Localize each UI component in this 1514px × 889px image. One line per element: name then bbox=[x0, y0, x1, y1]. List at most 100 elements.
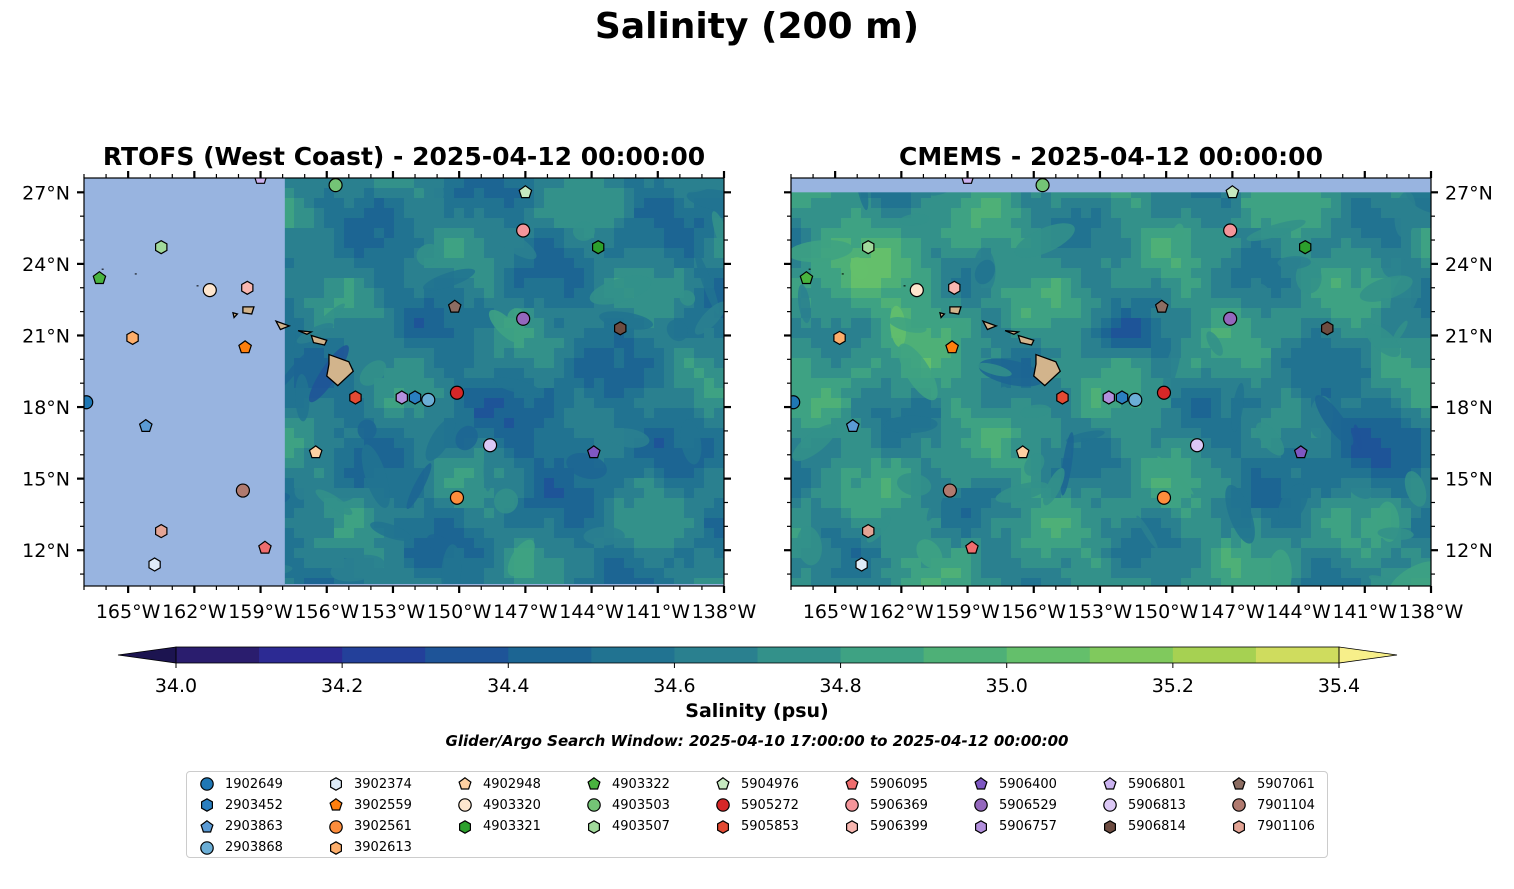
niihau bbox=[232, 311, 239, 319]
legend-item: 5906757 bbox=[973, 817, 1057, 837]
legend-item: 4903320 bbox=[457, 795, 541, 815]
float-5905272-marker bbox=[449, 385, 465, 400]
cmems-outside-domain bbox=[791, 178, 1431, 193]
legend-item: 3902559 bbox=[328, 795, 412, 815]
legend-label: 5905853 bbox=[741, 819, 799, 835]
hexagon-icon bbox=[458, 819, 471, 834]
float-2903452-marker bbox=[408, 390, 422, 405]
x-tick-label: 150°W bbox=[1134, 601, 1199, 623]
legend-marker bbox=[1103, 798, 1117, 813]
colorbar-segment bbox=[591, 647, 675, 663]
float-5906529-marker bbox=[516, 311, 531, 326]
colorbar-segment bbox=[1172, 647, 1257, 663]
figure-title: Salinity (200 m) bbox=[594, 6, 920, 47]
x-tick-label: 165°W bbox=[803, 601, 868, 623]
float-3902561-marker bbox=[1156, 490, 1172, 505]
colorbar-label: Salinity (psu) bbox=[685, 700, 829, 722]
legend-marker bbox=[974, 777, 988, 790]
y-tick-label: 21°N bbox=[1445, 325, 1493, 347]
colorbar: 34.0 34.2 34.4 34.6 34.8 35.0 35.2 35.4 bbox=[117, 646, 1398, 697]
molokai bbox=[1004, 330, 1021, 335]
y-tick-label: 18°N bbox=[1445, 397, 1493, 419]
x-tick-label: 159°W bbox=[935, 601, 1000, 623]
hexagon-icon bbox=[329, 777, 342, 791]
legend-marker bbox=[200, 798, 213, 813]
legend-label: 3902559 bbox=[354, 797, 412, 813]
float-7901104-marker bbox=[942, 483, 957, 498]
legend-item: 5906095 bbox=[844, 774, 928, 794]
float-5906801-marker bbox=[961, 178, 974, 184]
legend-label: 2903863 bbox=[225, 819, 283, 835]
islet bbox=[196, 285, 199, 287]
x-tick-label: 144°W bbox=[559, 601, 624, 623]
circle-icon bbox=[329, 819, 343, 834]
circle-icon bbox=[1232, 798, 1246, 813]
colorbar-tick-label: 34.2 bbox=[321, 675, 363, 697]
legend-label: 3902613 bbox=[354, 840, 412, 856]
legend-item: 3902561 bbox=[328, 817, 412, 837]
hexagon-icon bbox=[329, 840, 342, 855]
float-5906813-marker bbox=[482, 438, 498, 453]
hexagon-icon bbox=[845, 819, 858, 834]
circle-icon bbox=[1103, 798, 1117, 813]
hawaii-island bbox=[1033, 353, 1062, 387]
legend-item: 5905272 bbox=[715, 795, 799, 815]
legend-marker bbox=[845, 777, 859, 790]
float-4903320-marker bbox=[202, 283, 217, 298]
circle-icon bbox=[200, 777, 214, 791]
rtofs-map: 165°W 162°W 159°W 156°W 153°W 150°W 147°W 144°W… bbox=[22, 171, 756, 623]
colorbar-segment bbox=[259, 647, 343, 663]
float-5906095-marker bbox=[258, 540, 272, 554]
oahu bbox=[274, 319, 292, 331]
float-5906757-marker bbox=[1102, 390, 1116, 405]
colorbar-tick-label: 34.4 bbox=[487, 675, 529, 697]
colorbar-segment bbox=[757, 647, 842, 663]
legend-item: 5907061 bbox=[1231, 774, 1315, 794]
legend-item: 4903503 bbox=[586, 795, 670, 815]
pentagon-icon bbox=[1103, 777, 1117, 790]
colorbar-tick-label: 34.0 bbox=[155, 675, 197, 697]
legend-marker bbox=[1232, 819, 1245, 834]
float-4903507-marker bbox=[155, 240, 168, 255]
legend-item: 7901106 bbox=[1231, 817, 1315, 837]
legend-label: 1902649 bbox=[225, 776, 283, 792]
legend-marker bbox=[974, 819, 987, 834]
legend-item: 5906399 bbox=[844, 817, 928, 837]
x-tick-label: 159°W bbox=[228, 601, 293, 623]
pentagon-icon bbox=[458, 777, 472, 790]
float-5906095-marker bbox=[965, 540, 979, 554]
y-tick-label: 27°N bbox=[1445, 182, 1493, 204]
float-4903321-marker bbox=[1298, 240, 1312, 255]
hexagon-icon bbox=[1232, 819, 1245, 834]
colorbar-tick-label: 35.2 bbox=[1152, 675, 1194, 697]
molokai bbox=[297, 330, 314, 335]
legend-item: 2903868 bbox=[199, 838, 283, 858]
legend-marker bbox=[716, 777, 730, 790]
legend-label: 5906400 bbox=[999, 776, 1057, 792]
y-tick-label: 24°N bbox=[22, 254, 70, 276]
y-tick-label: 12°N bbox=[1445, 540, 1493, 562]
legend-marker bbox=[845, 819, 858, 834]
legend: 1902649 2903452 2903863 2903868 3902374 39025… bbox=[186, 771, 1328, 858]
float-5906399-marker bbox=[241, 280, 254, 295]
legend-marker bbox=[329, 840, 342, 855]
float-5906369-marker bbox=[1223, 223, 1238, 238]
x-tick-label: 141°W bbox=[1333, 601, 1398, 623]
float-3902374-marker bbox=[148, 557, 161, 572]
float-5905272-marker bbox=[1156, 385, 1172, 400]
float-4903322-marker bbox=[799, 270, 814, 285]
colorbar-segment bbox=[840, 647, 925, 663]
x-tick-label: 165°W bbox=[96, 601, 161, 623]
legend-marker bbox=[200, 841, 214, 855]
float-3902561-marker bbox=[449, 490, 465, 505]
maui bbox=[1017, 334, 1035, 346]
x-tick-label: 150°W bbox=[427, 601, 492, 623]
legend-label: 5905272 bbox=[741, 797, 799, 813]
legend-marker bbox=[329, 798, 343, 811]
float-2903863-marker bbox=[845, 418, 860, 432]
legend-item: 4903322 bbox=[586, 774, 670, 794]
legend-label: 5906399 bbox=[870, 819, 928, 835]
float-2903868-marker bbox=[421, 392, 436, 407]
pentagon-icon bbox=[845, 777, 859, 790]
